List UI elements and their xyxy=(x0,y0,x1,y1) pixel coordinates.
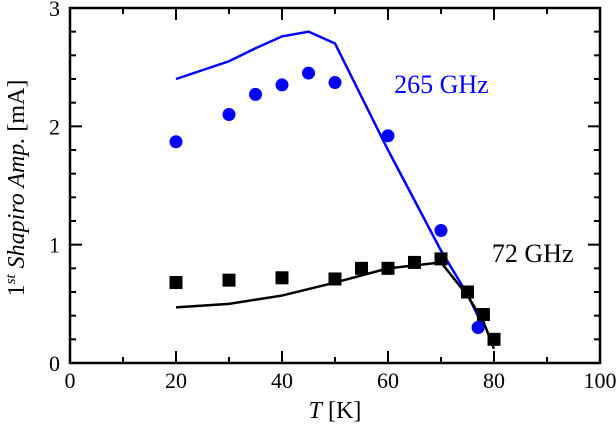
x-tick-label: 80 xyxy=(483,368,505,393)
data-point-265ghz xyxy=(435,224,448,237)
series-annotation: 265 GHz xyxy=(394,70,489,99)
x-tick-label: 100 xyxy=(584,368,616,393)
data-point-72ghz xyxy=(477,308,490,321)
x-axis-label-unit: [K] xyxy=(322,398,361,424)
data-point-72ghz xyxy=(223,274,236,287)
data-point-72ghz xyxy=(435,252,448,265)
data-point-72ghz xyxy=(488,333,501,346)
x-tick-label: 40 xyxy=(271,368,293,393)
y-tick-label: 2 xyxy=(49,114,60,139)
data-point-72ghz xyxy=(329,272,342,285)
plot-frame xyxy=(70,8,600,363)
y-axis-label: 1st Shapiro Amp. [mA] xyxy=(3,80,30,297)
x-tick-label: 0 xyxy=(65,368,76,393)
data-point-265ghz xyxy=(276,78,289,91)
y-label-pre: 1 xyxy=(4,284,30,296)
data-point-72ghz xyxy=(355,262,368,275)
data-point-265ghz xyxy=(472,321,485,334)
data-point-265ghz xyxy=(382,129,395,142)
y-tick-label: 1 xyxy=(49,233,60,258)
data-point-72ghz xyxy=(382,262,395,275)
x-axis-label: T [K] xyxy=(309,398,362,424)
y-tick-label: 0 xyxy=(49,351,60,376)
data-point-265ghz xyxy=(249,88,262,101)
y-label-italic: Shapiro Amp. xyxy=(4,138,30,275)
data-point-265ghz xyxy=(302,67,315,80)
data-point-72ghz xyxy=(461,286,474,299)
x-tick-label: 60 xyxy=(377,368,399,393)
y-label-unit: [mA] xyxy=(4,80,30,138)
data-point-265ghz xyxy=(329,76,342,89)
data-point-72ghz xyxy=(170,276,183,289)
series-annotation: 72 GHz xyxy=(492,239,574,268)
x-tick-label: 20 xyxy=(165,368,187,393)
data-point-265ghz xyxy=(170,135,183,148)
data-point-265ghz xyxy=(223,108,236,121)
data-point-72ghz xyxy=(276,271,289,284)
data-point-72ghz xyxy=(408,256,421,269)
y-tick-label: 3 xyxy=(49,0,60,21)
